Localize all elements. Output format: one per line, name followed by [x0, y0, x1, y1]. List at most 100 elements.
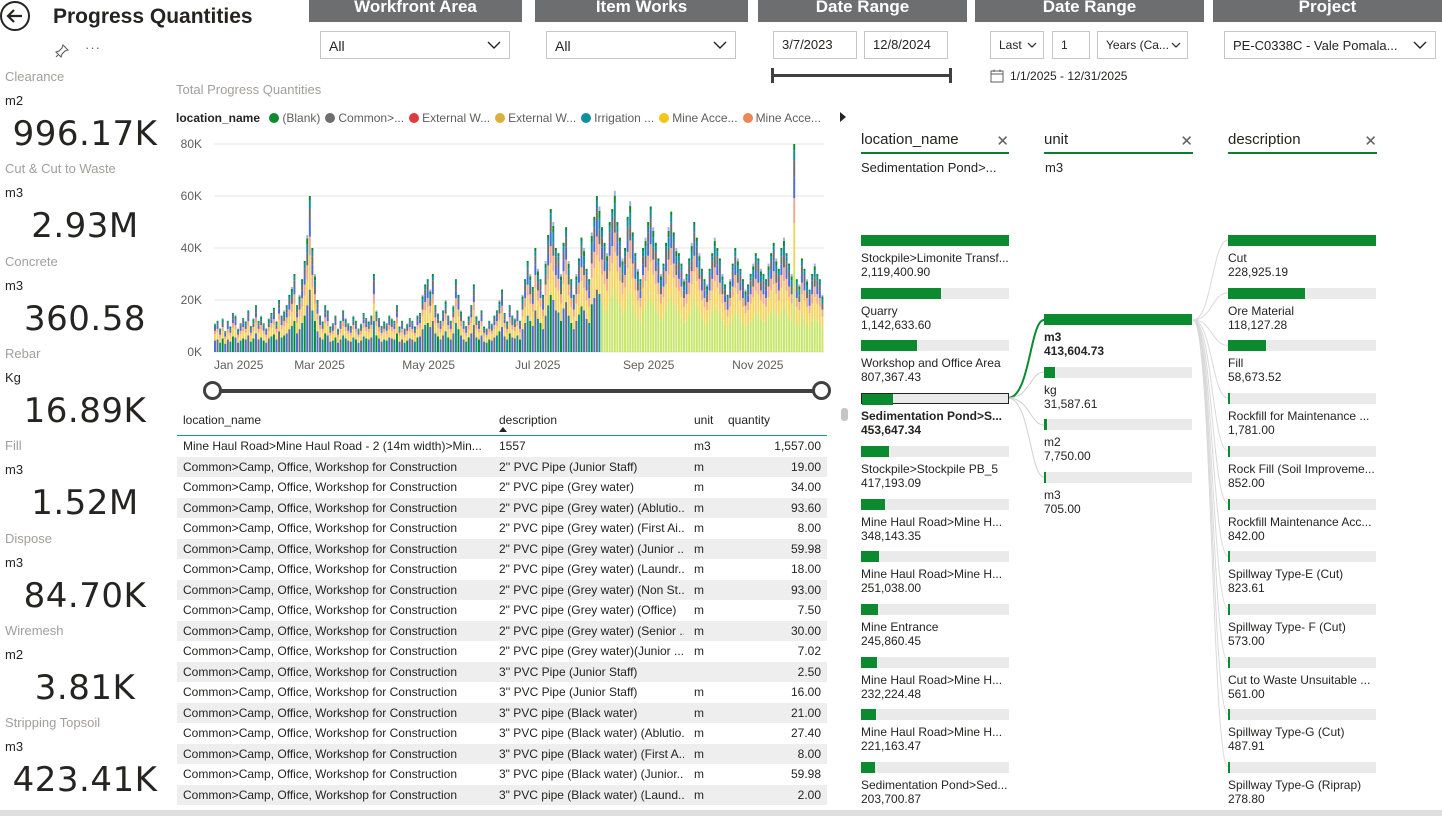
bar-segment[interactable] — [360, 330, 363, 335]
bar-segment[interactable] — [288, 316, 291, 330]
bar-segment[interactable] — [542, 296, 545, 300]
bar-segment[interactable] — [519, 320, 521, 322]
bar-segment[interactable] — [339, 323, 342, 326]
bar-segment[interactable] — [508, 305, 511, 307]
bar-segment[interactable] — [526, 261, 529, 264]
bar-segment[interactable] — [275, 339, 278, 352]
bar-segment[interactable] — [390, 320, 393, 324]
bar-segment[interactable] — [547, 279, 550, 306]
bar-segment[interactable] — [419, 316, 421, 320]
bar-segment[interactable] — [818, 279, 821, 282]
bar-segment[interactable] — [680, 263, 683, 267]
bar-segment[interactable] — [406, 330, 409, 335]
bar-segment[interactable] — [483, 326, 486, 329]
bar-segment[interactable] — [616, 271, 619, 300]
bar-segment[interactable] — [639, 322, 642, 352]
bar-segment[interactable] — [390, 319, 393, 321]
bar-segment[interactable] — [313, 280, 316, 287]
bar-segment[interactable] — [531, 292, 534, 298]
bar-segment[interactable] — [293, 303, 296, 321]
bar-segment[interactable] — [262, 324, 265, 326]
bar-segment[interactable] — [729, 298, 732, 307]
bar-segment[interactable] — [416, 318, 419, 322]
bar-segment[interactable] — [754, 312, 757, 352]
bar-segment[interactable] — [683, 290, 685, 299]
bar-segment[interactable] — [690, 251, 693, 261]
bar-segment[interactable] — [447, 325, 450, 330]
bar-segment[interactable] — [759, 290, 762, 301]
bar-segment[interactable] — [278, 319, 281, 332]
bar-segment[interactable] — [747, 295, 750, 302]
bar-segment[interactable] — [326, 310, 329, 312]
bar-segment[interactable] — [677, 256, 680, 262]
bar-segment[interactable] — [495, 317, 498, 322]
bar-segment[interactable] — [606, 256, 609, 262]
bar-segment[interactable] — [788, 316, 791, 352]
bar-segment[interactable] — [347, 327, 350, 331]
bar-segment[interactable] — [616, 242, 619, 256]
bar-segment[interactable] — [585, 318, 588, 352]
bar-segment[interactable] — [431, 303, 434, 321]
bar-segment[interactable] — [285, 308, 288, 313]
bar-segment[interactable] — [670, 211, 673, 216]
bar-segment[interactable] — [221, 323, 224, 327]
bar-segment[interactable] — [472, 310, 475, 325]
bar-segment[interactable] — [421, 299, 424, 304]
bar-segment[interactable] — [562, 284, 565, 309]
bar-segment[interactable] — [816, 276, 819, 281]
bar-segment[interactable] — [383, 332, 386, 340]
bar-segment[interactable] — [703, 290, 706, 299]
bar-segment[interactable] — [252, 318, 255, 320]
bar-segment[interactable] — [260, 325, 263, 330]
bar-segment[interactable] — [747, 301, 750, 311]
bar-segment[interactable] — [759, 318, 762, 352]
bar-segment[interactable] — [480, 335, 483, 352]
description-node[interactable]: Ore Material 118,127.28 — [1228, 287, 1376, 332]
bar-segment[interactable] — [700, 271, 703, 276]
bar-segment[interactable] — [431, 274, 434, 277]
bar-segment[interactable] — [477, 323, 480, 326]
bar-segment[interactable] — [708, 318, 711, 352]
bar-segment[interactable] — [270, 316, 273, 320]
bar-segment[interactable] — [395, 306, 398, 309]
bar-segment[interactable] — [757, 314, 760, 352]
bar-segment[interactable] — [744, 299, 747, 306]
bar-segment[interactable] — [703, 281, 706, 286]
date-range-slider[interactable] — [772, 74, 952, 77]
bar-segment[interactable] — [506, 320, 509, 322]
bar-segment[interactable] — [416, 337, 419, 352]
bar-segment[interactable] — [590, 235, 593, 242]
bar-segment[interactable] — [477, 325, 480, 329]
bar-segment[interactable] — [790, 286, 793, 295]
bar-segment[interactable] — [239, 324, 242, 326]
bar-segment[interactable] — [562, 260, 565, 272]
bar-segment[interactable] — [349, 326, 352, 329]
bar-segment[interactable] — [557, 253, 560, 257]
bar-segment[interactable] — [767, 316, 770, 352]
bar-segment[interactable] — [703, 306, 706, 323]
bar-segment[interactable] — [690, 271, 693, 285]
bar-segment[interactable] — [413, 328, 416, 331]
bar-segment[interactable] — [347, 340, 350, 352]
bar-segment[interactable] — [339, 332, 342, 340]
bar-segment[interactable] — [275, 325, 278, 329]
bar-segment[interactable] — [372, 286, 375, 295]
bar-segment[interactable] — [308, 236, 311, 256]
bar-segment[interactable] — [421, 294, 424, 297]
bar-segment[interactable] — [672, 277, 675, 305]
bar-segment[interactable] — [408, 338, 411, 352]
bar-segment[interactable] — [313, 286, 316, 295]
bar-segment[interactable] — [472, 324, 475, 352]
bar-segment[interactable] — [247, 326, 250, 336]
bar-segment[interactable] — [593, 227, 596, 239]
bar-segment[interactable] — [544, 275, 547, 285]
bar-segment[interactable] — [380, 326, 383, 329]
bar-segment[interactable] — [698, 253, 701, 257]
bar-segment[interactable] — [670, 264, 673, 296]
bar-segment[interactable] — [237, 334, 240, 338]
bar-segment[interactable] — [606, 278, 609, 291]
bar-segment[interactable] — [283, 313, 286, 318]
bar-segment[interactable] — [465, 328, 468, 331]
bar-segment[interactable] — [777, 318, 780, 352]
bar-segment[interactable] — [688, 258, 691, 262]
